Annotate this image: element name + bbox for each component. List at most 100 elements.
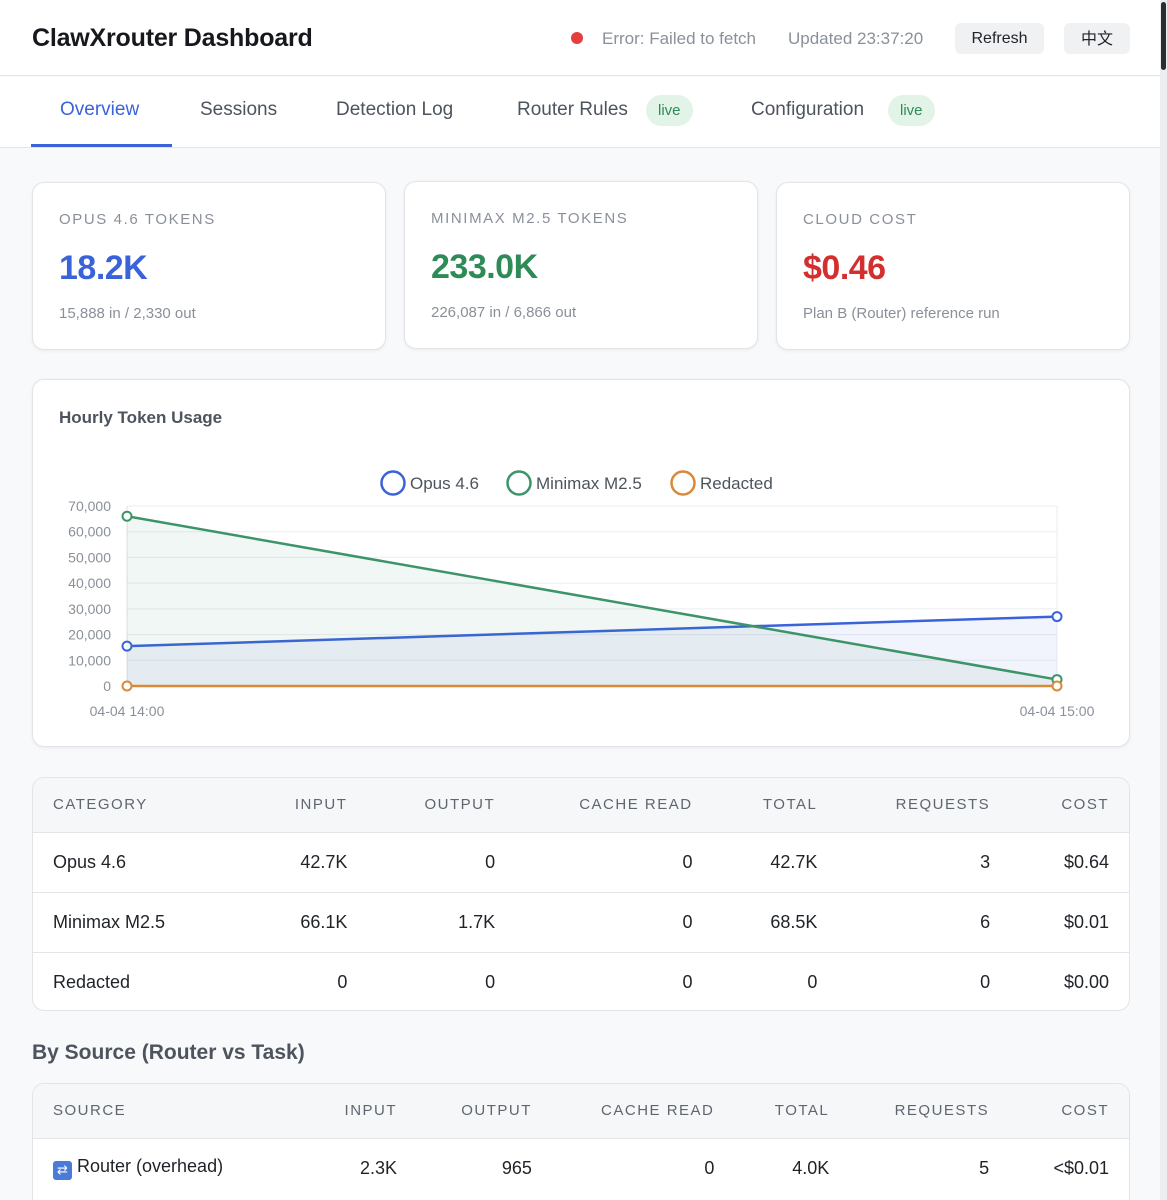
x-tick-label: 04-04 15:00	[1020, 703, 1095, 719]
page-scrollbar[interactable]	[1160, 0, 1167, 1200]
source-table-card: SOURCE INPUT OUTPUT CACHE READ TOTAL REQ…	[32, 1083, 1130, 1200]
series-area-1	[127, 516, 1057, 686]
tab-sessions[interactable]: Sessions	[200, 99, 278, 120]
tab-router-rules[interactable]: Router Rules	[517, 99, 628, 120]
stat-value: $0.46	[803, 249, 886, 287]
table-cell: $0.00	[1010, 951, 1129, 1010]
section-title: By Source (Router vs Task)	[32, 1041, 305, 1064]
stat-value: 18.2K	[59, 249, 148, 287]
column-header[interactable]: COST	[1009, 1084, 1129, 1138]
y-tick-label: 40,000	[68, 575, 111, 591]
shuffle-icon: ⇄	[53, 1161, 72, 1181]
series-area-0	[127, 616, 1057, 686]
column-header[interactable]: OUTPUT	[367, 778, 516, 832]
column-header[interactable]: CACHE READ	[551, 1084, 735, 1138]
column-header[interactable]: TOTAL	[712, 778, 838, 832]
table-cell: 66.1K	[237, 891, 368, 952]
language-toggle-button[interactable]: 中文	[1064, 23, 1130, 54]
table-cell: 0	[367, 831, 516, 892]
y-tick-label: 10,000	[68, 652, 111, 668]
tab-configuration[interactable]: Configuration	[751, 99, 865, 120]
table-cell: $0.01	[1010, 891, 1129, 952]
legend-marker	[506, 470, 532, 496]
stat-subtext: 226,087 in / 6,866 out	[431, 304, 577, 321]
series-line-1	[126, 515, 1058, 681]
table-cell: 0	[515, 891, 713, 952]
column-header[interactable]: INPUT	[287, 1084, 418, 1138]
table-row: Redacted 0 0 0 0 0 $0.00	[33, 951, 1129, 1010]
cloud-cost-card: CLOUD COST $0.46 Plan B (Router) referen…	[776, 182, 1130, 350]
stat-value: 233.0K	[431, 248, 538, 286]
table-row: Opus 4.6 42.7K 0 0 42.7K 3 $0.64	[33, 831, 1129, 892]
minimax-tokens-card: MINIMAX M2.5 TOKENS 233.0K 226,087 in / …	[404, 181, 758, 349]
configuration-live-badge: live	[888, 95, 935, 126]
column-header[interactable]: INPUT	[237, 778, 368, 832]
table-cell: 4.0K	[734, 1137, 850, 1198]
table-header-row: CATEGORY INPUT OUTPUT CACHE READ TOTAL R…	[33, 778, 1129, 832]
source-label: Router (overhead)	[77, 1156, 224, 1177]
table-cell: 0	[515, 951, 713, 1010]
table-cell: 0	[837, 951, 1011, 1010]
source-table: SOURCE INPUT OUTPUT CACHE READ TOTAL REQ…	[33, 1084, 1129, 1198]
table-cell: 5	[849, 1137, 1010, 1198]
table-cell: 0	[237, 951, 368, 1010]
hourly-token-usage-card: Hourly Token Usage 70,000 60,000 50,000 40,…	[32, 379, 1130, 747]
table-header-row: SOURCE INPUT OUTPUT CACHE READ TOTAL REQ…	[33, 1084, 1129, 1138]
column-header[interactable]: TOTAL	[734, 1084, 850, 1138]
opus-tokens-card: OPUS 4.6 TOKENS 18.2K 15,888 in / 2,330 …	[32, 182, 386, 350]
column-header[interactable]: COST	[1010, 778, 1129, 832]
app-header: ClawXrouter Dashboard Error: Failed to f…	[0, 0, 1160, 76]
table-cell: ⇄ Router (overhead)	[33, 1137, 288, 1198]
table-cell: Minimax M2.5	[33, 891, 238, 952]
stat-label: OPUS 4.6 TOKENS	[59, 211, 216, 228]
table-cell: Opus 4.6	[33, 831, 238, 892]
legend-label: Opus 4.6	[410, 474, 479, 493]
refresh-button[interactable]: Refresh	[955, 23, 1044, 54]
app-title: ClawXrouter Dashboard	[32, 24, 313, 52]
table-cell: 0	[515, 831, 713, 892]
status-text: Error: Failed to fetch	[602, 29, 757, 48]
table-cell: 3	[837, 831, 1011, 892]
table-cell: 6	[837, 891, 1011, 952]
category-table: CATEGORY INPUT OUTPUT CACHE READ TOTAL R…	[33, 778, 1129, 1010]
router-rules-live-badge: live	[646, 95, 693, 126]
tab-bar: Overview Sessions Detection Log Router R…	[0, 77, 1160, 148]
tab-detection-log[interactable]: Detection Log	[336, 99, 454, 120]
y-tick-label: 0	[103, 678, 111, 694]
table-cell: 42.7K	[712, 831, 838, 892]
table-cell: 2.3K	[287, 1137, 418, 1198]
hourly-token-usage-chart: 70,000 60,000 50,000 40,000 30,000 20,000 10,0…	[68, 470, 1095, 719]
legend-marker	[670, 470, 696, 496]
table-cell: $0.64	[1010, 831, 1129, 892]
active-tab-indicator	[31, 144, 172, 147]
table-cell: 965	[417, 1137, 552, 1198]
column-header[interactable]: OUTPUT	[417, 1084, 552, 1138]
column-header[interactable]: REQUESTS	[837, 778, 1011, 832]
stat-label: MINIMAX M2.5 TOKENS	[431, 210, 629, 227]
y-tick-label: 20,000	[68, 627, 111, 643]
series-line-0	[126, 615, 1058, 648]
column-header[interactable]: SOURCE	[33, 1084, 288, 1138]
data-point	[1051, 611, 1063, 623]
column-header[interactable]: CACHE READ	[515, 778, 713, 832]
scrollbar-thumb[interactable]	[1161, 2, 1166, 70]
table-cell: <$0.01	[1009, 1137, 1129, 1198]
stat-label: CLOUD COST	[803, 211, 918, 228]
tab-overview[interactable]: Overview	[60, 99, 140, 120]
table-cell: 0	[367, 951, 516, 1010]
table-cell: Redacted	[33, 951, 238, 1010]
legend-label: Redacted	[700, 474, 773, 493]
y-tick-label: 30,000	[68, 601, 111, 617]
chart-title: Hourly Token Usage	[59, 408, 223, 427]
data-point	[121, 510, 133, 522]
y-tick-label: 70,000	[68, 498, 111, 514]
data-point	[121, 640, 133, 652]
column-header[interactable]: REQUESTS	[849, 1084, 1010, 1138]
y-tick-label: 60,000	[68, 524, 111, 540]
data-point	[1051, 680, 1063, 692]
column-header[interactable]: CATEGORY	[33, 778, 238, 832]
y-tick-label: 50,000	[68, 549, 111, 565]
table-row: ⇄ Router (overhead) 2.3K 965 0 4.0K 5 <$0…	[33, 1137, 1129, 1198]
error-status-icon	[571, 32, 583, 44]
table-row: Minimax M2.5 66.1K 1.7K 0 68.5K 6 $0.01	[33, 891, 1129, 952]
